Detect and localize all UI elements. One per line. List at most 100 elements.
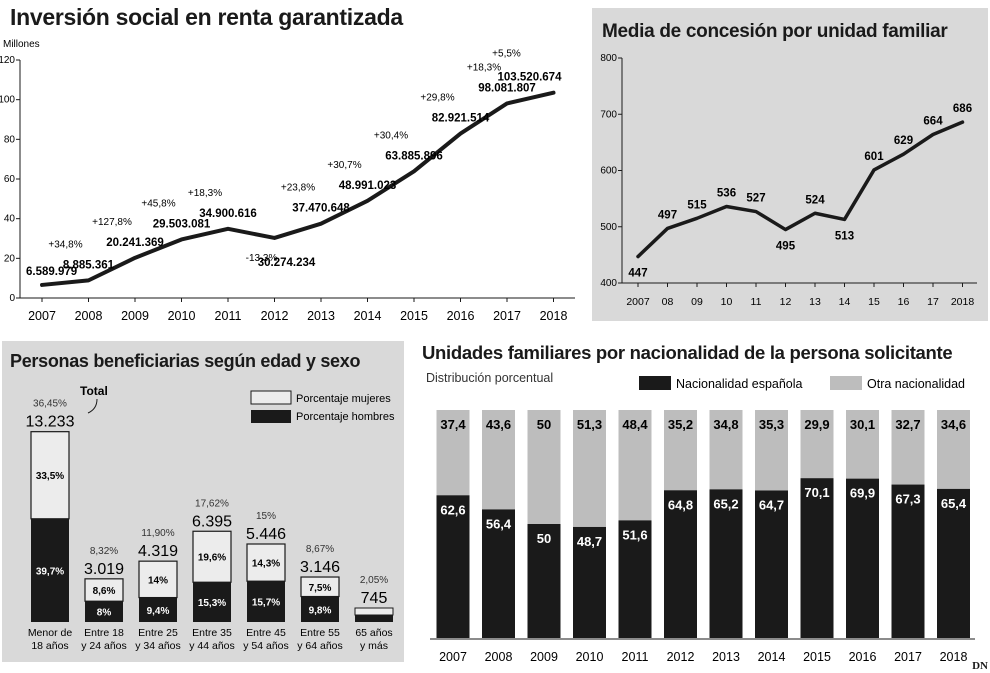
other-nationality-bar — [664, 410, 697, 491]
x-tick-label: 2012 — [261, 309, 289, 323]
other-nationality-bar — [709, 410, 743, 490]
x-tick-label: 2018 — [940, 650, 968, 664]
total-count-label: 6.395 — [192, 513, 232, 530]
y-tick-label: 0 — [9, 293, 15, 304]
x-tick-label: 2016 — [447, 309, 475, 323]
spanish-nationality-bar — [846, 478, 879, 638]
value-label: 103.520.674 — [498, 72, 563, 84]
x-tick-label: 11 — [751, 296, 762, 308]
other-nationality-value: 35,2 — [668, 417, 693, 432]
other-nationality-bar — [436, 410, 470, 496]
other-nationality-value: 32,7 — [895, 417, 920, 432]
spanish-nationality-value: 65,2 — [713, 496, 738, 511]
x-tick-label: 2014 — [758, 650, 786, 664]
category-label-line2: y 64 años — [297, 640, 343, 652]
x-tick-label: 2008 — [485, 650, 513, 664]
x-tick-label: 2010 — [168, 309, 196, 323]
men-bar-segment — [31, 518, 69, 622]
men-percent-label: 8% — [97, 608, 112, 619]
men-percent-label: 15,7% — [252, 598, 280, 609]
nationality-chart-title: Unidades familiares por nacionalidad de … — [422, 342, 953, 363]
x-tick-label: 14 — [839, 296, 851, 308]
men-percent-label: 9,4% — [147, 606, 170, 617]
value-label: 63.885.896 — [385, 150, 443, 162]
y-tick-label: 100 — [0, 95, 15, 106]
change-label: +45,8% — [141, 198, 175, 209]
y-tick-label: 500 — [600, 222, 617, 233]
category-label-line1: 65 años — [355, 627, 392, 639]
spanish-nationality-value: 56,4 — [486, 516, 512, 531]
other-nationality-bar — [800, 410, 834, 479]
x-tick-label: 2017 — [894, 650, 922, 664]
category-label-line2: 18 años — [31, 640, 68, 652]
value-label: 601 — [864, 151, 884, 163]
value-label: 37.470.648 — [292, 203, 350, 215]
spanish-nationality-bar — [709, 489, 743, 638]
value-label: 524 — [805, 194, 825, 206]
share-percent-label: 11,90% — [141, 528, 174, 539]
subtitle: Distribución porcentual — [426, 371, 553, 385]
men-bar-segment — [247, 581, 285, 622]
value-label: 536 — [717, 188, 736, 200]
investment-series-line — [40, 90, 556, 287]
x-tick-label: 2011 — [215, 309, 242, 323]
share-percent-label: 15% — [256, 511, 276, 522]
other-nationality-bar — [937, 410, 970, 489]
other-nationality-bar — [891, 410, 925, 485]
women-percent-label: 14% — [148, 575, 168, 586]
x-tick-label: 2013 — [307, 309, 335, 323]
other-nationality-value: 48,4 — [622, 417, 648, 432]
spanish-nationality-value: 51,6 — [622, 527, 647, 542]
men-bar-segment — [85, 601, 123, 622]
x-tick-label: 2018 — [951, 296, 975, 308]
other-nationality-value: 29,9 — [804, 417, 829, 432]
spanish-nationality-bar — [937, 488, 970, 638]
spanish-nationality-value: 65,4 — [941, 496, 967, 511]
x-tick-label: 2009 — [530, 650, 558, 664]
men-bar-segment — [193, 582, 231, 622]
total-count-label: 3.146 — [300, 559, 340, 576]
category-label-line2: y 24 años — [81, 640, 127, 652]
average-grant-chart-panel: Media de concesión por unidad familiar 4… — [592, 8, 988, 321]
y-tick-label: 800 — [600, 53, 617, 64]
category-label-line1: Entre 45 — [246, 627, 286, 639]
men-bar-segment — [355, 615, 393, 622]
other-nationality-value: 34,6 — [941, 417, 966, 432]
spanish-nationality-value: 48,7 — [577, 534, 602, 549]
y-tick-label: 700 — [600, 109, 617, 120]
investment-chart-panel: Inversión social en renta garantizada Mi… — [0, 0, 580, 330]
women-bar-segment — [138, 560, 178, 599]
spanish-nationality-value: 50 — [537, 531, 551, 546]
nationality-stacked-bar-chart: Distribución porcentual Nacionalidad espa… — [426, 371, 975, 664]
category-label-line2: y 44 años — [189, 640, 235, 652]
share-percent-label: 36,45% — [33, 399, 67, 410]
average-grant-chart-title: Media de concesión por unidad familiar — [602, 21, 948, 42]
x-tick-label: 16 — [898, 296, 910, 308]
category-label-line1: Entre 25 — [138, 627, 178, 639]
y-tick-label: 400 — [600, 278, 617, 289]
value-label: 29.503.081 — [153, 218, 211, 230]
value-label: 8.885.361 — [63, 259, 115, 271]
x-tick-label: 13 — [809, 296, 821, 308]
spanish-nationality-bar — [436, 495, 470, 638]
x-tick-label: 2013 — [712, 650, 740, 664]
category-label-line2: y 34 años — [135, 640, 181, 652]
value-label: 82.921.514 — [432, 113, 490, 125]
category-label-line1: Entre 18 — [84, 627, 124, 639]
other-nationality-value: 30,1 — [850, 417, 875, 432]
legend-label-spanish: Nacionalidad española — [676, 377, 803, 391]
value-label: 629 — [894, 135, 913, 147]
category-label-line1: Menor de — [28, 627, 73, 639]
spanish-nationality-value: 67,3 — [895, 492, 920, 507]
spanish-nationality-value: 70,1 — [804, 485, 829, 500]
value-label: 497 — [658, 209, 677, 221]
women-percent-label: 19,6% — [198, 553, 226, 564]
legend-label-men: Porcentaje hombres — [296, 411, 395, 423]
change-label: +127,8% — [92, 217, 132, 228]
legend-label-women: Porcentaje mujeres — [296, 393, 391, 405]
total-count-label: 745 — [361, 590, 388, 607]
x-tick-label: 2007 — [626, 296, 650, 308]
category-label-line1: Entre 35 — [192, 627, 232, 639]
value-label: 6.589.979 — [26, 266, 77, 278]
total-annotation-label: Total — [80, 384, 108, 398]
